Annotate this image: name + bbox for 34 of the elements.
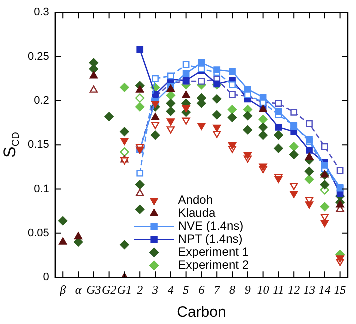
x-tick-label: 2: [137, 282, 144, 297]
x-tick-label: α: [75, 282, 82, 297]
x-tick-label: 13: [304, 282, 316, 297]
x-tick-label: 7: [214, 282, 222, 297]
x-tick-label: G2: [102, 282, 117, 297]
x-tick-label: 14: [318, 282, 331, 297]
legend-label: Experiment 1: [178, 244, 250, 259]
x-tick-label: 12: [288, 282, 300, 297]
x-tick-label: 9: [244, 282, 251, 297]
x-tick-label: 3: [152, 282, 159, 297]
y-tick-label: 0.15: [28, 139, 50, 152]
legend-label: NPT (1.4ns): [178, 232, 243, 246]
y-tick-label: 0: [43, 272, 50, 284]
x-axis-title: Carbon: [177, 304, 226, 322]
y-tick-label: 0.2: [34, 94, 50, 107]
x-tick-label: 10: [257, 282, 270, 297]
y-tick-label: 0.05: [28, 227, 50, 240]
x-tick-label: β: [59, 282, 66, 297]
y-axis-title: SCD: [0, 132, 22, 158]
y-tick-label: 0.1: [34, 183, 50, 196]
legend-label: Experiment 2: [178, 258, 250, 272]
y-tick-label: 0.25: [28, 50, 50, 63]
legend-label: Klauda: [178, 206, 216, 220]
x-tick-label: G1: [117, 282, 132, 297]
x-tick-label: 8: [230, 282, 236, 297]
y-tick-label: 0.3: [34, 6, 50, 19]
legend-label: NVE (1.4ns): [178, 218, 244, 233]
x-tick-label: 6: [198, 282, 205, 297]
legend-label: Andoh: [178, 192, 213, 207]
x-tick-label: 5: [183, 282, 190, 297]
x-tick-label: 15: [334, 282, 346, 297]
x-tick-label: G3: [86, 282, 102, 297]
x-tick-label: 4: [168, 282, 174, 297]
x-tick-label: 11: [273, 282, 284, 297]
